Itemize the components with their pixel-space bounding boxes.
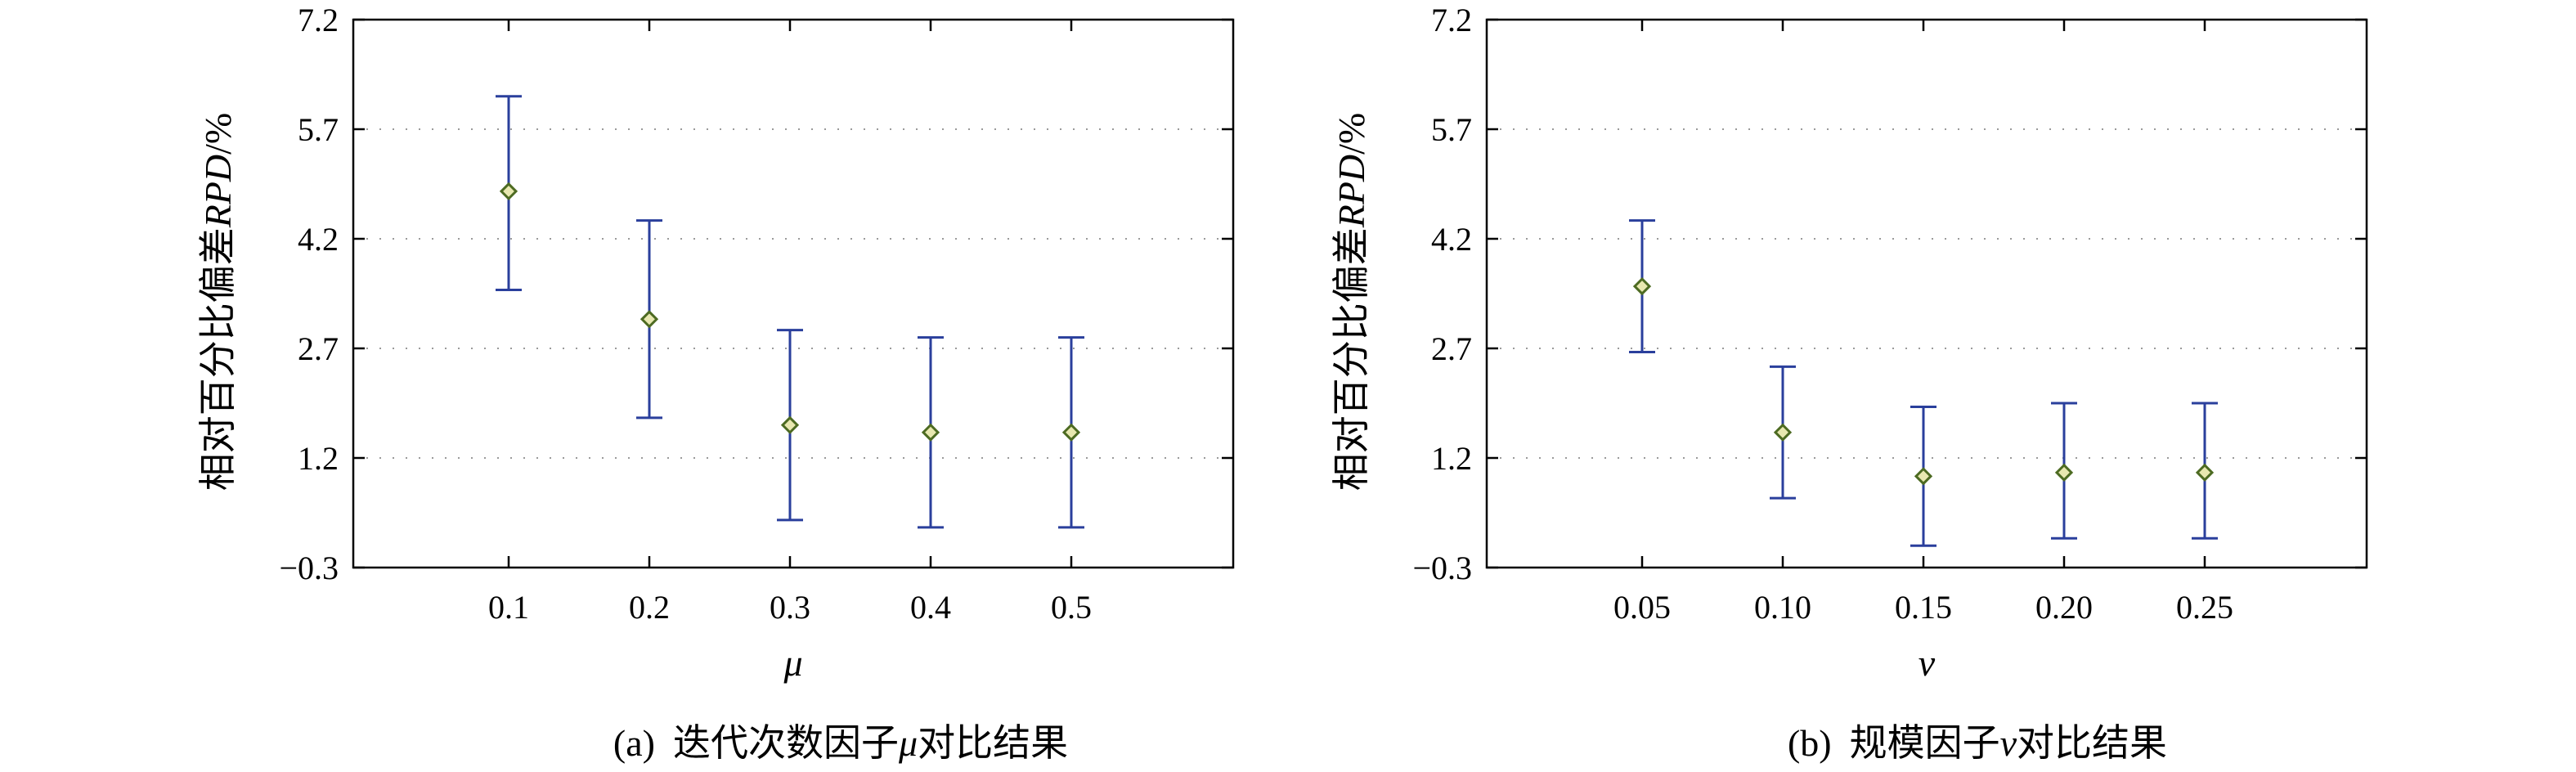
caption-text-before: 迭代次数因子 [673, 722, 899, 764]
x-tick-label: 0.5 [1051, 589, 1092, 626]
mean-marker [1061, 423, 1081, 442]
y-tick-label: 5.7 [298, 111, 339, 148]
y-axis-label-text: 相对百分比偏差 [197, 227, 239, 491]
mean-marker [640, 310, 659, 329]
caption-text-after: 对比结果 [918, 722, 1068, 764]
x-tick-label: 0.15 [1895, 589, 1952, 626]
mean-marker [1914, 467, 1933, 486]
y-tick-label: 7.2 [1431, 2, 1472, 38]
y-tick-label: −0.3 [279, 550, 339, 586]
mean-marker [1773, 423, 1793, 442]
y-tick-label: −0.3 [1412, 550, 1472, 586]
y-tick-label: 5.7 [1431, 111, 1472, 148]
panel-caption: (a) 迭代次数因子μ对比结果 [613, 722, 1068, 764]
caption-prefix: (b) [1788, 722, 1832, 764]
x-tick-label: 0.4 [910, 589, 951, 626]
y-tick-label: 4.2 [1431, 221, 1472, 258]
caption-symbol: v [2000, 722, 2017, 764]
panel-b: −0.3 1.2 2.7 4.2 5.7 7.2 0.05 0.10 0.15 0.20 0.25 v… [1331, 2, 2368, 764]
y-tick-label: 7.2 [298, 2, 339, 38]
y-tick-label: 1.2 [1431, 440, 1472, 477]
y-axis-label: 相对百分比偏差RPD/% [1331, 113, 1372, 491]
mean-marker [1632, 276, 1652, 296]
y-axis-label-text: 相对百分比偏差 [1331, 227, 1372, 491]
axes-frame [352, 18, 1235, 569]
x-tick-label: 0.10 [1754, 589, 1811, 626]
mean-marker [499, 182, 518, 201]
x-tick-label: 0.20 [2035, 589, 2093, 626]
y-tick-label: 2.7 [1431, 330, 1472, 367]
panel-caption: (b) 规模因子v对比结果 [1788, 722, 2167, 764]
x-tick-label: 0.05 [1613, 589, 1671, 626]
mean-marker [2195, 463, 2215, 482]
x-axis-label: μ [783, 642, 802, 684]
y-axis-label-unit: /% [197, 113, 239, 155]
mean-marker [780, 415, 800, 434]
y-tick-label: 4.2 [298, 221, 339, 258]
x-tick-label: 0.3 [770, 589, 810, 626]
y-axis-label-rpd: RPD [197, 155, 239, 228]
y-axis-label-rpd: RPD [1331, 155, 1372, 228]
y-tick-label: 2.7 [298, 330, 339, 367]
panel-a: −0.3 1.2 2.7 4.2 5.7 7.2 0.1 0.2 0.3 0.4 0.5 μ 相对百分比… [197, 2, 1235, 764]
x-tick-label: 0.1 [488, 589, 529, 626]
y-axis-label-unit: /% [1331, 113, 1372, 155]
x-tick-label: 0.25 [2176, 589, 2233, 626]
y-axis-label: 相对百分比偏差RPD/% [197, 113, 239, 491]
y-tick-label: 1.2 [298, 440, 339, 477]
caption-symbol: μ [898, 722, 918, 764]
x-tick-label: 0.2 [629, 589, 670, 626]
mean-marker [2054, 463, 2074, 482]
x-axis-label: v [1919, 642, 1936, 684]
mean-marker [921, 423, 940, 442]
caption-text-after: 对比结果 [2017, 722, 2167, 764]
axes-frame [1485, 18, 2368, 569]
caption-prefix: (a) [613, 722, 655, 764]
caption-text-before: 规模因子 [1850, 722, 2000, 764]
